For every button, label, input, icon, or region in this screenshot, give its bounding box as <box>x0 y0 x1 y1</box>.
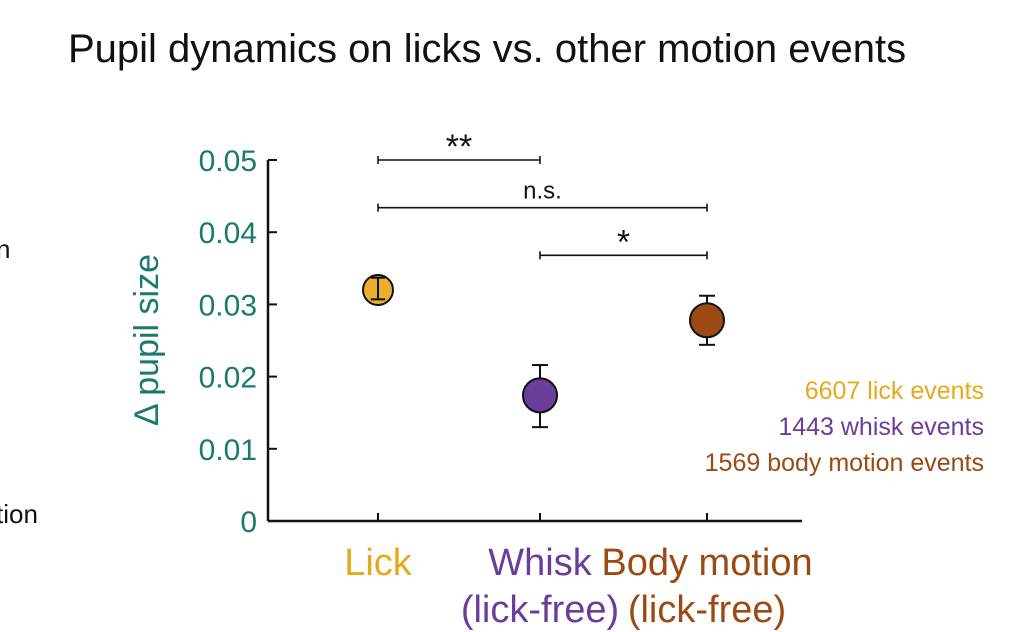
y-tick-label-3: 0.03 <box>199 289 257 322</box>
category-sublabel-2: (lick-free) <box>628 589 786 631</box>
sig-label-2: * <box>617 223 630 261</box>
category-label-1: Whisk <box>488 542 592 584</box>
edge-fragment-2: tion <box>0 499 38 529</box>
plot-area: 0 0.01 0.02 0.03 0.04 0.05 Lick Whisk (lick-free… <box>199 128 984 631</box>
chart-title: Pupil dynamics on licks vs. other motion… <box>68 27 906 71</box>
data-point-2 <box>689 302 725 339</box>
legend-entry-1: 1443 whisk events <box>778 413 984 441</box>
y-tick-label-5: 0.05 <box>199 145 257 178</box>
edge-fragment-1: n <box>0 234 10 264</box>
y-axis-label: Δ pupil size <box>128 254 166 426</box>
sig-label-0: ** <box>446 128 472 166</box>
y-tick-label-2: 0.02 <box>199 362 257 395</box>
y-tick-label-0: 0 <box>240 506 257 539</box>
y-tick-label-1: 0.01 <box>199 434 257 467</box>
category-sublabel-1: (lick-free) <box>461 589 619 631</box>
category-label-2: Body motion <box>601 542 812 584</box>
data-point-1 <box>522 377 558 414</box>
sig-label-1: n.s. <box>523 178 562 205</box>
legend-entry-0: 6607 lick events <box>805 377 984 405</box>
category-label-0: Lick <box>344 542 413 584</box>
y-tick-label-4: 0.04 <box>199 217 257 250</box>
legend-entry-2: 1569 body motion events <box>705 449 984 477</box>
